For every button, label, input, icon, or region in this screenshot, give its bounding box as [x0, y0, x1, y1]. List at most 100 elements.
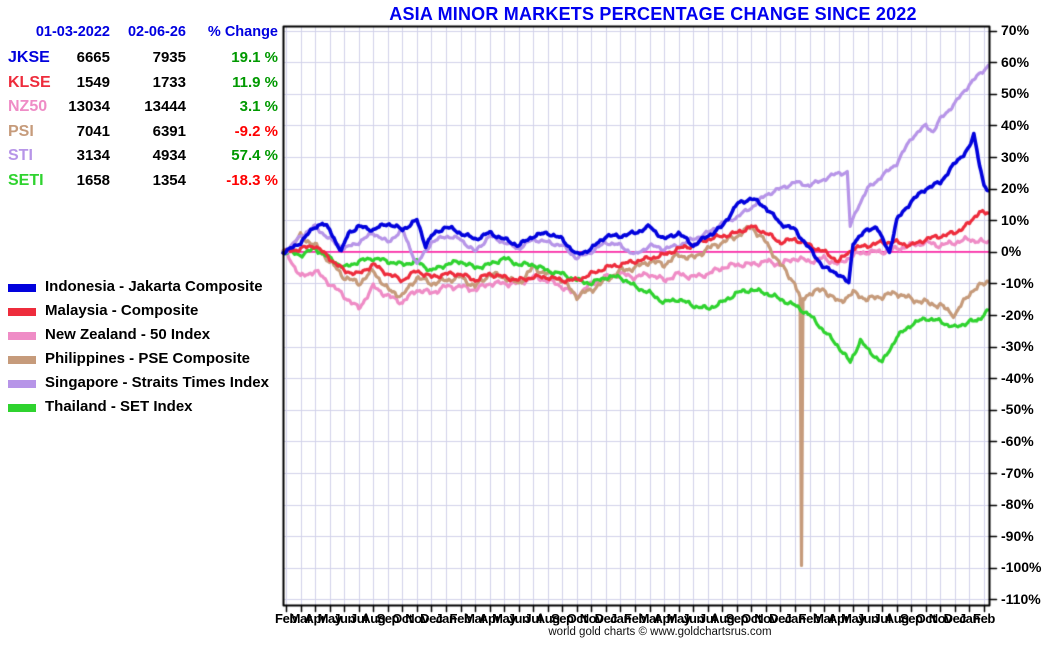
x-axis-label: Dec: [420, 611, 443, 626]
start-value: 7041: [76, 122, 110, 140]
x-axis-label: Jul: [524, 611, 542, 626]
legend-swatch: [8, 404, 36, 412]
ticker-label: NZ50: [8, 98, 48, 116]
percent-change: 11.9 %: [232, 73, 278, 91]
y-axis-label: 0%: [1001, 243, 1022, 260]
x-axis-label: Nov: [928, 611, 953, 626]
percent-change: -18.3 %: [226, 172, 278, 189]
x-axis-label: May: [317, 611, 342, 626]
x-axis-label: May: [841, 611, 866, 626]
legend-swatch: [8, 284, 36, 292]
percent-change: 19.1 %: [231, 49, 278, 66]
x-axis-label: Jun: [856, 611, 879, 626]
x-axis-label: Aug: [535, 611, 560, 626]
x-axis-label: Jul: [698, 611, 717, 626]
legend-swatch: [8, 356, 36, 364]
x-axis-label: Sep: [376, 611, 400, 626]
end-value: 4934: [152, 147, 186, 165]
end-value: 13444: [144, 98, 186, 116]
x-axis-label: Oct: [915, 611, 937, 626]
y-axis-label: -60%: [1001, 432, 1034, 449]
legend-swatch: [8, 380, 36, 388]
legend-label: Philippines - PSE Composite: [45, 350, 251, 367]
x-axis-label: Feb: [798, 611, 821, 626]
legend-item: Singapore - Straits Times Index: [0, 372, 280, 396]
start-value: 3134: [76, 147, 110, 165]
x-axis-label: Oct: [392, 611, 413, 626]
start-value: 1658: [76, 172, 110, 189]
x-axis-label: Aug: [710, 611, 735, 626]
x-axis-label: May: [492, 611, 517, 626]
end-value: 1354: [152, 172, 186, 189]
x-axis-label: Feb: [275, 611, 297, 626]
ticker-label: SETI: [8, 172, 44, 189]
x-axis-label: Jan: [958, 611, 981, 626]
end-value: 6391: [152, 122, 186, 140]
percent-change: 57.4 %: [231, 147, 278, 165]
x-axis-label: Jun: [507, 611, 530, 626]
percent-change: 3.1 %: [239, 98, 278, 116]
x-axis-label: Apr: [827, 611, 850, 626]
x-axis-label: Mar: [813, 611, 835, 626]
x-axis-label: Feb: [973, 611, 995, 626]
footer-credit: world gold charts © www.goldchartsrus.co…: [548, 626, 772, 638]
y-axis-label: -40%: [1001, 369, 1034, 386]
x-axis-label: Sep: [550, 611, 574, 626]
x-axis-label: Feb: [624, 611, 646, 626]
legend-item: Philippines - PSE Composite: [0, 348, 280, 372]
legend-label: New Zealand - 50 Index: [45, 326, 211, 343]
ticker-label: JKSE: [8, 49, 50, 66]
x-axis-label: Jan: [435, 611, 457, 626]
x-axis-label: Oct: [566, 611, 588, 626]
x-axis-label: Jul: [349, 611, 368, 626]
legend-item: Thailand - SET Index: [0, 396, 280, 420]
y-axis-label: -70%: [1001, 464, 1034, 481]
table-header: 02-06-26: [127, 24, 186, 40]
start-value: 1549: [76, 73, 110, 91]
x-axis-label: Nov: [579, 611, 604, 626]
y-axis-label: 70%: [1001, 22, 1030, 39]
x-axis-label: Nov: [754, 611, 778, 626]
y-axis-label: -80%: [1001, 496, 1034, 513]
x-axis-label: Oct: [741, 611, 762, 626]
legend-swatch: [8, 332, 36, 340]
y-axis-label: 50%: [1001, 85, 1030, 102]
start-value: 6665: [76, 49, 110, 66]
y-axis-label: -100%: [1001, 559, 1042, 576]
y-axis-label: 40%: [1001, 116, 1030, 133]
y-axis-label: -20%: [1001, 306, 1034, 323]
x-axis-label: May: [666, 611, 691, 626]
ticker-label: PSI: [8, 122, 34, 140]
legend-item: Indonesia - Jakarta Composite: [0, 276, 280, 300]
x-axis-label: Sep: [899, 611, 923, 626]
x-axis-label: Jul: [873, 611, 891, 626]
y-axis-label: -10%: [1001, 274, 1034, 291]
start-value: 13034: [68, 98, 110, 116]
x-axis-label: Apr: [304, 611, 326, 626]
ticker-label: STI: [8, 147, 33, 165]
x-axis-label: Jan: [784, 611, 806, 626]
x-axis-label: Mar: [464, 611, 486, 626]
table-header: 01-03-2022: [35, 24, 110, 40]
x-axis-label: Aug: [884, 611, 909, 626]
x-axis-label: Aug: [361, 611, 386, 626]
table-header: % Change: [207, 24, 278, 40]
legend-swatch: [8, 308, 36, 316]
x-axis-label: Feb: [449, 611, 472, 626]
legend-label: Malaysia - Composite: [45, 302, 199, 319]
x-axis-label: Mar: [289, 611, 312, 626]
x-axis-label: Apr: [478, 611, 501, 626]
y-axis-label: -30%: [1001, 338, 1034, 355]
y-axis-label: -50%: [1001, 401, 1034, 418]
x-axis-label: Jun: [333, 611, 356, 626]
y-axis-label: 20%: [1001, 180, 1030, 197]
x-axis-label: Jan: [609, 611, 632, 626]
x-axis-label: Dec: [769, 611, 792, 626]
legend-label: Indonesia - Jakarta Composite: [45, 278, 263, 295]
x-axis-label: Nov: [405, 611, 429, 626]
y-axis-label: 60%: [1001, 53, 1030, 70]
legend-label: Singapore - Straits Times Index: [45, 374, 269, 391]
legend-item: New Zealand - 50 Index: [0, 324, 280, 348]
